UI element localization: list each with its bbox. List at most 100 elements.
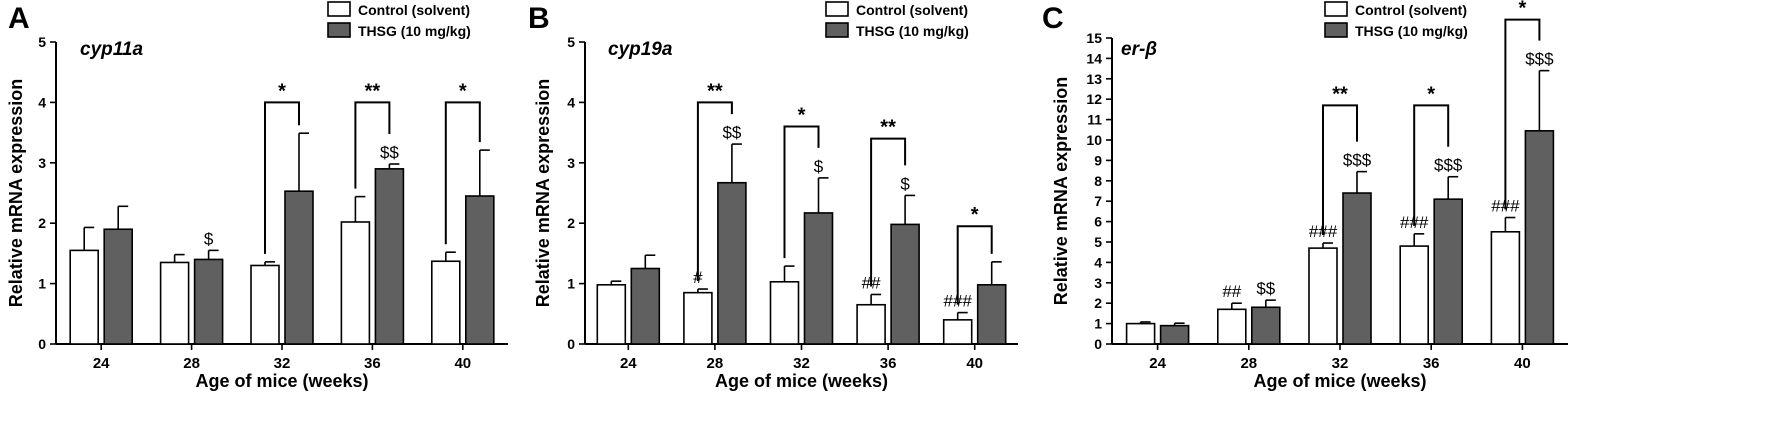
x-tick-label: 36: [880, 355, 897, 372]
x-tick-label: 36: [1423, 355, 1440, 372]
y-axis-title: Relative mRNA expression: [533, 79, 553, 307]
y-tick-label: 12: [1086, 91, 1102, 107]
legend-label: Control (solvent): [1355, 2, 1467, 18]
bar-control: [942, 319, 973, 345]
legend-swatch: [327, 1, 351, 17]
x-tick-label: 32: [274, 355, 291, 372]
bar-thsg: [630, 267, 661, 345]
legend-swatch: [825, 22, 849, 38]
panel-letter: C: [1042, 2, 1064, 35]
x-tick-label: 40: [454, 355, 471, 372]
y-tick-label: 14: [1086, 50, 1102, 66]
significance-mark: $$$: [1343, 151, 1372, 170]
bracket-significance: **: [365, 80, 381, 102]
bar-thsg: [1342, 192, 1372, 345]
y-tick-label: 5: [567, 34, 575, 50]
bar-thsg: [890, 223, 920, 345]
x-tick-label: 40: [966, 355, 983, 372]
panel-letter: B: [528, 2, 550, 35]
gene-title: er-β: [1121, 39, 1157, 60]
comparison-bracket: [354, 101, 391, 189]
significance-mark: $$: [722, 123, 741, 142]
legend-label: THSG (10 mg/kg): [358, 23, 471, 39]
bar-thsg: [464, 195, 495, 345]
y-tick-label: 0: [1094, 336, 1102, 352]
bracket-significance: **: [1332, 83, 1348, 105]
bar-thsg: [284, 190, 314, 345]
significance-mark: $: [204, 229, 214, 248]
comparison-bracket: [1504, 18, 1541, 210]
bracket-significance: *: [278, 80, 286, 102]
x-tick-label: 32: [793, 355, 810, 372]
gene-title: cyp11a: [80, 39, 143, 60]
bar-thsg: [717, 181, 747, 345]
bar-control: [250, 264, 280, 345]
y-tick-label: 11: [1087, 112, 1102, 128]
y-tick-label: 1: [1094, 316, 1102, 332]
y-tick-label: 1: [567, 276, 575, 292]
x-tick-label: 36: [364, 355, 381, 372]
bar-control: [769, 280, 800, 345]
x-tick-label: 28: [1240, 355, 1257, 372]
comparison-bracket: [956, 225, 993, 305]
comparison-bracket: [783, 125, 820, 259]
bracket-significance: *: [459, 80, 467, 102]
legend-label: Control (solvent): [856, 2, 968, 18]
y-tick-label: 6: [1094, 214, 1102, 230]
bar-control: [1399, 245, 1429, 345]
legend-swatch: [327, 22, 351, 38]
y-tick-label: 4: [1094, 254, 1102, 270]
y-tick-label: 0: [567, 336, 575, 352]
y-axis-title: Relative mRNA expression: [6, 79, 26, 307]
significance-mark: $: [900, 174, 910, 193]
y-tick-label: 13: [1086, 71, 1102, 87]
comparison-bracket: [1413, 104, 1450, 226]
bracket-significance: *: [1519, 0, 1527, 20]
comparison-bracket: [870, 137, 907, 287]
bar-thsg: [193, 258, 224, 345]
significance-mark: $$: [380, 143, 399, 162]
bar-thsg: [1524, 130, 1555, 345]
bar-control: [340, 221, 371, 345]
bar-control: [856, 303, 886, 345]
legend-swatch: [825, 1, 849, 17]
bar-thsg: [1251, 306, 1281, 345]
comparison-bracket: [444, 101, 481, 245]
y-tick-label: 3: [567, 155, 575, 171]
x-axis-title: Age of mice (weeks): [1253, 371, 1426, 391]
bracket-significance: *: [1427, 83, 1435, 105]
y-tick-label: 2: [567, 215, 575, 231]
x-tick-label: 24: [620, 355, 637, 372]
y-tick-label: 7: [1094, 193, 1102, 209]
bar-control: [596, 284, 627, 345]
y-tick-label: 8: [1094, 173, 1102, 189]
y-tick-label: 5: [1094, 234, 1102, 250]
x-tick-label: 28: [707, 355, 724, 372]
y-tick-label: 0: [38, 336, 46, 352]
panel-letter: A: [8, 2, 30, 35]
y-tick-label: 1: [38, 276, 46, 292]
bracket-significance: *: [798, 105, 806, 127]
bar-thsg: [103, 228, 133, 345]
y-tick-label: 9: [1094, 152, 1102, 168]
bar-control: [69, 249, 99, 345]
bracket-significance: **: [880, 117, 896, 139]
x-tick-label: 24: [1149, 355, 1166, 372]
legend-swatch: [1324, 22, 1348, 38]
y-axis-title: Relative mRNA expression: [1051, 77, 1071, 305]
bar-thsg: [1159, 324, 1190, 345]
bracket-significance: *: [971, 204, 979, 226]
x-tick-label: 28: [183, 355, 200, 372]
x-tick-label: 32: [1332, 355, 1349, 372]
comparison-bracket: [1322, 104, 1358, 236]
significance-mark: $$$: [1525, 50, 1554, 69]
legend-label: THSG (10 mg/kg): [856, 23, 969, 39]
significance-mark: ##: [1222, 282, 1241, 301]
bracket-significance: **: [707, 80, 723, 102]
significance-mark: $$$: [1434, 156, 1463, 175]
gene-title: cyp19a: [608, 39, 673, 60]
bar-thsg: [803, 212, 834, 345]
bar-control: [1308, 247, 1338, 345]
x-axis-title: Age of mice (weeks): [195, 371, 368, 391]
comparison-bracket: [264, 101, 300, 254]
